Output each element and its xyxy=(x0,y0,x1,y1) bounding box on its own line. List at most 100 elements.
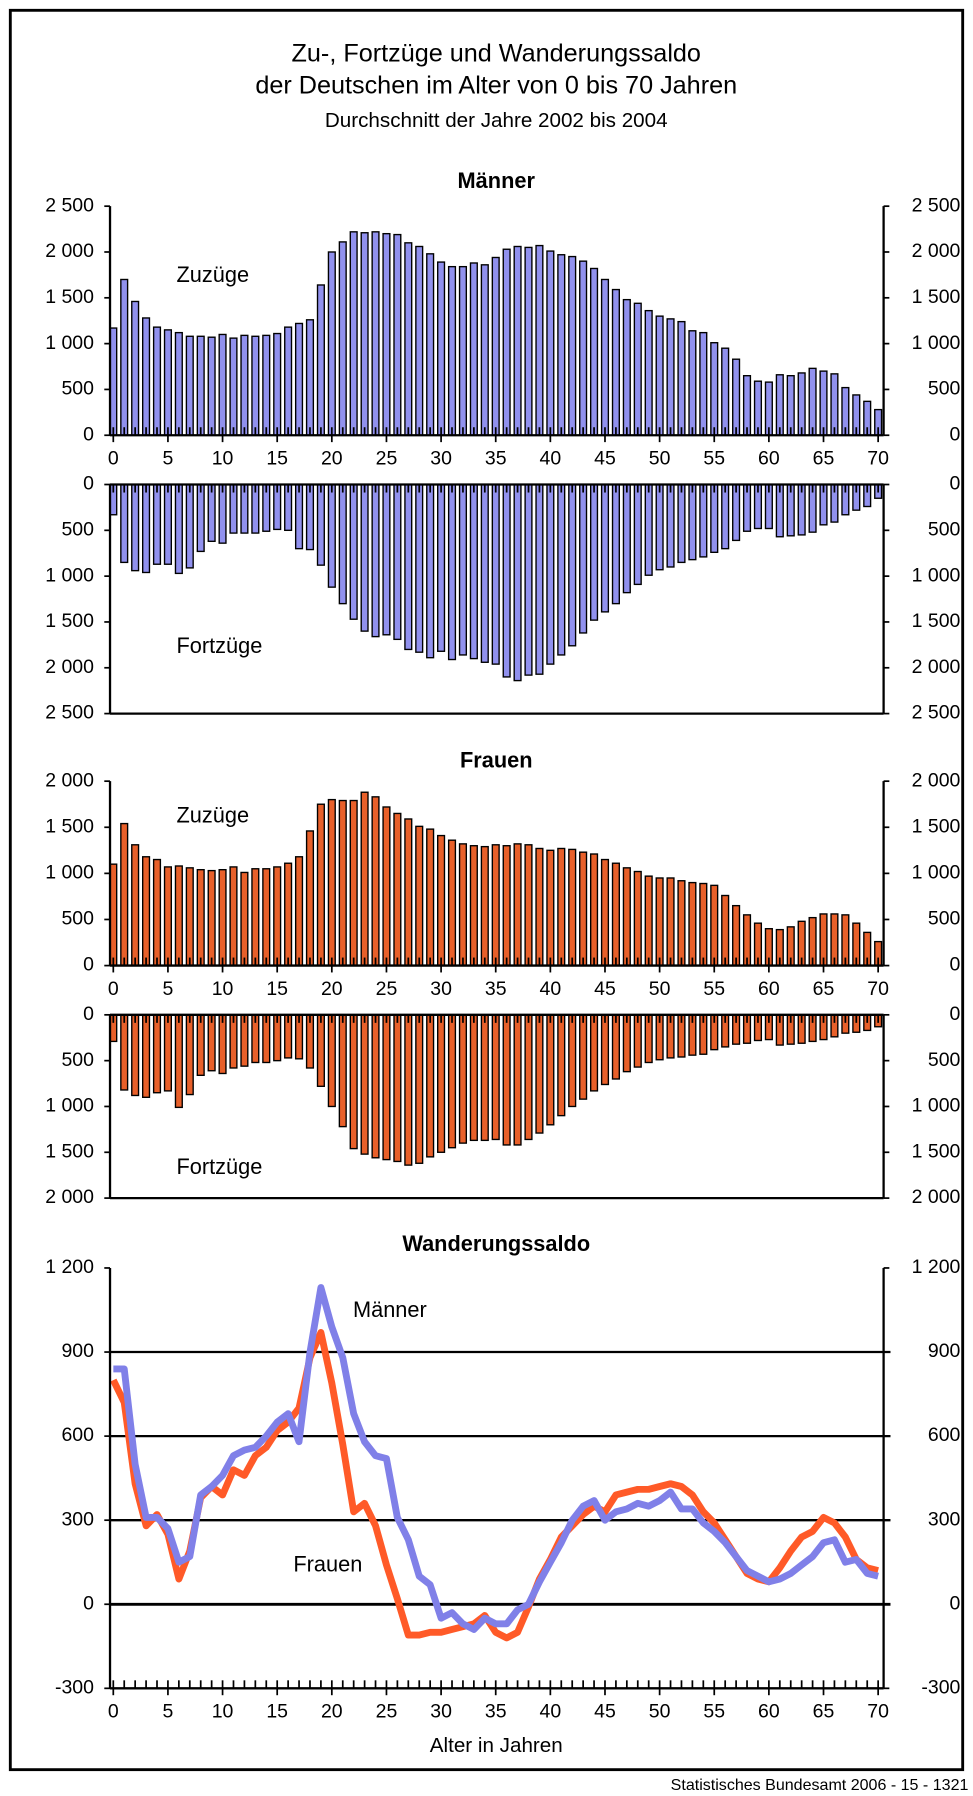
y-tick-label: 300 xyxy=(61,1508,94,1530)
x-tick-label: 60 xyxy=(758,978,780,1000)
section-title: Wanderungssaldo xyxy=(402,1231,590,1256)
bar xyxy=(316,803,325,967)
bar xyxy=(218,868,227,967)
bar xyxy=(426,828,435,967)
y-tick-label: 900 xyxy=(928,1340,961,1362)
bar xyxy=(458,483,468,656)
bar xyxy=(393,483,402,641)
bar xyxy=(786,375,795,436)
bar xyxy=(207,483,216,543)
bar xyxy=(142,317,151,436)
bar xyxy=(502,248,511,436)
bar xyxy=(163,866,173,967)
bar xyxy=(611,1014,620,1080)
x-tick-label: 30 xyxy=(430,978,452,1000)
bar xyxy=(458,1014,468,1144)
y-tick-label: 1 200 xyxy=(45,1256,94,1278)
bar xyxy=(437,1014,446,1153)
y-tick-label: 500 xyxy=(928,1049,961,1071)
bar xyxy=(666,877,675,967)
bar xyxy=(196,1014,205,1076)
y-tick-label: 2 000 xyxy=(45,1186,94,1208)
bar xyxy=(546,250,555,436)
bar xyxy=(513,1014,522,1146)
bar xyxy=(688,483,697,561)
bar xyxy=(535,1014,544,1134)
bar xyxy=(491,483,500,665)
x-tick-label: 20 xyxy=(321,1701,343,1723)
bar xyxy=(371,796,380,967)
annotation: Fortzüge xyxy=(176,633,262,658)
bar xyxy=(371,1014,380,1159)
bar xyxy=(218,1014,227,1075)
bar xyxy=(207,336,216,436)
bar xyxy=(721,483,730,550)
bar xyxy=(294,322,304,436)
bar xyxy=(753,380,763,436)
x-tick-label: 15 xyxy=(266,1701,288,1723)
bar xyxy=(360,483,369,632)
bar xyxy=(480,845,489,967)
bar xyxy=(415,245,424,436)
bar xyxy=(327,251,336,436)
y-tick-label: 2 000 xyxy=(912,769,961,791)
title: Zu-, Fortzüge und Wanderungssaldo xyxy=(292,40,701,68)
x-tick-label: 55 xyxy=(703,1701,725,1723)
bar xyxy=(152,1014,162,1094)
bar xyxy=(622,298,631,436)
x-tick-label: 50 xyxy=(649,1701,671,1723)
x-tick-label: 10 xyxy=(212,1701,234,1723)
bar xyxy=(644,309,653,436)
bar xyxy=(447,483,457,661)
x-tick-label: 55 xyxy=(703,978,725,1000)
x-tick-label: 40 xyxy=(540,978,562,1000)
bar xyxy=(655,877,664,967)
bar xyxy=(338,1014,347,1128)
x-tick-label: 15 xyxy=(266,447,288,469)
y-tick-label: 2 000 xyxy=(45,769,94,791)
bar xyxy=(732,904,741,967)
bar xyxy=(589,1014,599,1092)
bar xyxy=(568,1014,577,1108)
bar xyxy=(185,483,194,569)
bar xyxy=(524,844,533,967)
bar xyxy=(349,1014,358,1150)
bar xyxy=(699,882,708,967)
bar xyxy=(611,288,620,436)
y-tick-label: 1 000 xyxy=(912,1095,961,1117)
y-tick-label: 600 xyxy=(928,1424,961,1446)
bar xyxy=(469,845,478,967)
bar xyxy=(152,858,162,967)
bar xyxy=(382,483,391,636)
bar xyxy=(557,254,566,436)
bar xyxy=(611,483,620,605)
bar xyxy=(633,870,642,967)
x-tick-label: 30 xyxy=(430,447,452,469)
source: Statistisches Bundesamt 2006 - 15 - 1321 xyxy=(671,1776,969,1794)
bar xyxy=(535,483,544,675)
bar xyxy=(579,483,588,634)
bar xyxy=(262,868,271,967)
bar xyxy=(699,331,708,436)
y-tick-label: 1 000 xyxy=(45,862,94,884)
x-tick-label: 60 xyxy=(758,1701,780,1723)
y-tick-label: 0 xyxy=(83,1592,94,1614)
y-tick-label: 500 xyxy=(928,378,961,400)
y-tick-label: 1 000 xyxy=(45,564,94,586)
bar xyxy=(349,483,358,620)
annotation: Fortzüge xyxy=(176,1154,262,1179)
bar xyxy=(382,806,391,967)
bar xyxy=(163,483,173,565)
y-tick-label: -300 xyxy=(55,1676,94,1698)
x-tick-label: 45 xyxy=(594,978,616,1000)
bar xyxy=(677,320,686,436)
bar xyxy=(535,847,544,967)
bar xyxy=(480,1014,489,1142)
bar xyxy=(120,1014,129,1091)
bar xyxy=(142,1014,151,1098)
bar xyxy=(524,246,533,436)
x-tick-label: 5 xyxy=(163,447,174,469)
y-tick-label: 1 500 xyxy=(912,1140,961,1162)
